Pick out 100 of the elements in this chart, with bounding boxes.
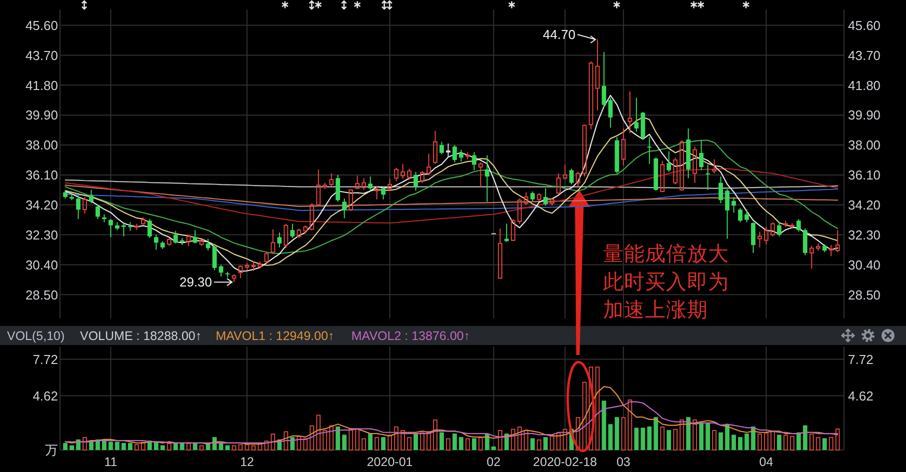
bar bbox=[70, 445, 74, 450]
candlestick bbox=[400, 163, 405, 180]
candlestick bbox=[89, 189, 94, 204]
bar bbox=[394, 426, 398, 450]
annotation: 量能成倍放大此时买入即为加速上涨期 bbox=[603, 242, 729, 322]
bar bbox=[108, 442, 113, 450]
bar bbox=[368, 434, 373, 450]
bar bbox=[758, 434, 762, 450]
bar bbox=[802, 425, 808, 450]
x-tick-label: 02 bbox=[486, 455, 501, 469]
candlestick bbox=[666, 150, 672, 172]
y-tick-label: 38.00 bbox=[25, 138, 58, 153]
bar bbox=[329, 425, 334, 450]
bar bbox=[238, 444, 243, 450]
candlestick bbox=[336, 174, 340, 202]
bar bbox=[628, 399, 632, 450]
bar bbox=[647, 426, 652, 450]
bar bbox=[783, 434, 788, 450]
bar bbox=[348, 428, 354, 450]
candlestick bbox=[472, 152, 476, 171]
bar bbox=[498, 430, 502, 450]
candlestick bbox=[608, 97, 613, 128]
bar bbox=[478, 437, 483, 450]
candlestick bbox=[232, 274, 236, 283]
y2-tick-label: 32.30 bbox=[848, 227, 881, 242]
y2-tick-label: 39.90 bbox=[848, 108, 881, 123]
bar bbox=[115, 442, 120, 450]
bar bbox=[692, 419, 698, 450]
line-series bbox=[64, 401, 838, 444]
bar bbox=[290, 437, 295, 450]
annotation: 44.70 bbox=[542, 26, 576, 42]
bar bbox=[634, 428, 639, 450]
candlestick bbox=[440, 141, 444, 155]
bar bbox=[530, 438, 535, 450]
bar bbox=[738, 437, 742, 450]
bar bbox=[414, 434, 418, 450]
candlestick bbox=[342, 198, 347, 219]
bar bbox=[166, 442, 172, 450]
y-tick-label: 万 bbox=[45, 442, 58, 458]
bar bbox=[673, 428, 678, 450]
y2-tick-label: 41.80 bbox=[848, 78, 881, 93]
bar bbox=[303, 438, 308, 450]
y2-tick-label: 28.50 bbox=[848, 287, 881, 302]
bar bbox=[654, 417, 658, 450]
y-tick-label: 39.90 bbox=[25, 108, 58, 123]
candlestick bbox=[173, 230, 178, 244]
bar bbox=[828, 437, 834, 450]
candlestick bbox=[458, 149, 464, 162]
bar bbox=[232, 445, 236, 450]
candlestick bbox=[446, 142, 450, 158]
bar bbox=[381, 437, 386, 450]
x-tick-label: 2020-01 bbox=[366, 455, 413, 469]
bar bbox=[699, 422, 704, 450]
bar bbox=[744, 434, 749, 450]
bar bbox=[706, 422, 710, 450]
bar bbox=[524, 430, 528, 450]
candlestick bbox=[569, 168, 574, 185]
candlestick bbox=[828, 244, 834, 257]
bar bbox=[608, 424, 613, 450]
bar bbox=[614, 417, 620, 450]
x-tick-label: 12 bbox=[240, 455, 254, 469]
bar bbox=[465, 438, 470, 450]
y-tick-label: 34.20 bbox=[25, 197, 58, 212]
bar bbox=[452, 434, 457, 450]
bar bbox=[128, 442, 132, 450]
bar bbox=[102, 440, 106, 450]
bar bbox=[251, 445, 256, 450]
y-tick-label: 45.60 bbox=[25, 18, 58, 33]
candlestick bbox=[484, 154, 490, 202]
x-tick-label: 03 bbox=[616, 455, 630, 469]
bar bbox=[192, 442, 198, 450]
candlestick bbox=[218, 264, 224, 278]
candlestick bbox=[478, 162, 483, 188]
candlestick bbox=[368, 176, 373, 192]
candlestick bbox=[796, 218, 801, 232]
bar bbox=[310, 425, 314, 450]
bar bbox=[362, 438, 366, 450]
bar bbox=[543, 437, 548, 450]
bar bbox=[472, 438, 476, 450]
candlestick bbox=[498, 228, 502, 280]
text: MAVOL1 : 12949.00↑ bbox=[216, 329, 334, 343]
line-series bbox=[64, 94, 838, 272]
candlestick bbox=[712, 158, 716, 174]
bar bbox=[173, 442, 178, 450]
y-tick-label: 32.30 bbox=[25, 227, 58, 242]
candlestick bbox=[732, 196, 736, 214]
candlestick bbox=[758, 231, 762, 248]
bar bbox=[835, 428, 840, 450]
bar bbox=[822, 438, 827, 450]
bar bbox=[180, 442, 184, 450]
bar bbox=[154, 442, 158, 450]
bar bbox=[458, 437, 464, 450]
candlestick bbox=[530, 190, 535, 202]
bar bbox=[206, 444, 210, 450]
candlestick bbox=[776, 222, 782, 237]
candlestick bbox=[725, 188, 730, 240]
candlestick bbox=[602, 52, 606, 108]
candlestick bbox=[270, 228, 276, 254]
bar bbox=[374, 437, 380, 450]
candlestick bbox=[504, 223, 509, 242]
